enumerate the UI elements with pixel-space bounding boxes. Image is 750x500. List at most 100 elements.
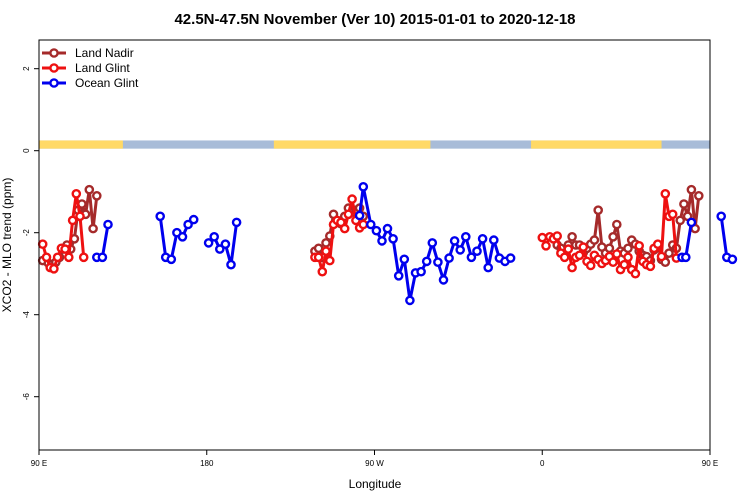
- land-glint-point: [37, 239, 48, 249]
- land-nadir-point: [92, 190, 102, 201]
- ocean-glint-point: [209, 231, 219, 242]
- land-nadir-point: [675, 215, 686, 226]
- land-glint-point: [608, 257, 618, 268]
- ocean-glint-point: [421, 256, 432, 267]
- land-glint-point: [49, 263, 59, 274]
- ocean-glint-line: [358, 185, 512, 302]
- land-nadir-point: [88, 223, 98, 234]
- legend-label: Land Glint: [75, 61, 130, 75]
- y-tick-label: -4: [22, 311, 31, 319]
- ocean-glint-point: [455, 245, 466, 255]
- ocean-glint-point: [388, 233, 398, 244]
- land-glint-point: [52, 252, 63, 263]
- ocean-glint-point: [354, 210, 365, 221]
- land-glint-point: [358, 219, 369, 230]
- ocean-glint-point: [488, 235, 499, 245]
- land-nadir-point: [608, 231, 618, 242]
- x-axis-label: Longitude: [349, 477, 402, 491]
- land-glint-point: [41, 252, 52, 263]
- legend-label: Land Nadir: [75, 46, 134, 60]
- legend-label: Ocean Glint: [75, 76, 139, 90]
- ocean-glint-point: [155, 211, 165, 222]
- series-layer: [37, 181, 738, 306]
- ocean-glint-point: [427, 238, 438, 248]
- ocean-glint-point: [382, 223, 393, 234]
- ocean-glint-point: [103, 219, 113, 230]
- legend-item-ocean-glint: Ocean Glint: [42, 76, 139, 90]
- ocean-glint-point: [177, 231, 188, 242]
- y-axis: 2 0 -2 -4 -6: [22, 66, 39, 400]
- ocean-glint-point: [377, 236, 387, 246]
- land-glint-point: [645, 261, 656, 272]
- ocean-glint-point: [460, 231, 471, 242]
- land-nadir-point: [664, 248, 674, 258]
- land-glint-point: [64, 252, 74, 263]
- land-glint-point: [541, 240, 551, 251]
- ocean-glint-point: [371, 225, 382, 236]
- land-band: [531, 140, 662, 149]
- ocean-glint-point: [166, 254, 177, 265]
- x-tick-label: 90 E: [31, 459, 47, 468]
- ocean-glint-point: [444, 253, 454, 263]
- land-glint-point: [653, 239, 663, 249]
- land-glint-point: [585, 260, 596, 271]
- land-glint-point: [630, 268, 641, 279]
- ocean-glint-point: [214, 244, 225, 254]
- ocean-glint-point: [477, 233, 488, 244]
- land-glint-point: [313, 252, 324, 263]
- land-glint-point: [321, 246, 331, 256]
- land-glint-point: [324, 255, 335, 266]
- chart-title: 42.5N-47.5N November (Ver 10) 2015-01-01…: [174, 11, 575, 28]
- land-ocean-strip: [39, 140, 710, 149]
- ocean-glint-point: [365, 219, 376, 230]
- ocean-glint-line: [96, 224, 110, 259]
- legend-item-land-nadir: Land Nadir: [42, 46, 134, 60]
- ocean-glint-point: [438, 275, 449, 285]
- land-nadir-point: [313, 243, 324, 254]
- ocean-glint-point: [220, 239, 231, 249]
- ocean-glint-point: [681, 252, 691, 263]
- land-glint-point: [347, 194, 357, 204]
- y-axis-label: XCO2 - MLO trend (ppm): [0, 178, 14, 313]
- ocean-glint-point: [393, 270, 404, 281]
- ocean-glint-point: [466, 252, 477, 263]
- series-ocean-glint: [92, 181, 738, 306]
- x-axis: 90 E 180 90 W 0 90 E: [31, 450, 718, 468]
- land-glint-point: [71, 188, 82, 199]
- legend-item-land-glint: Land Glint: [42, 61, 130, 75]
- ocean-glint-point: [188, 214, 199, 225]
- land-glint-point: [567, 262, 577, 273]
- ocean-glint-point: [231, 217, 242, 228]
- ocean-glint-point: [226, 259, 236, 270]
- land-glint-point: [67, 215, 78, 226]
- ocean-glint-point: [405, 295, 415, 306]
- land-band: [273, 140, 431, 149]
- land-nadir-point: [694, 190, 704, 201]
- ocean-glint-point: [716, 211, 727, 222]
- ocean-glint-point: [686, 217, 697, 228]
- ocean-glint-point: [449, 236, 460, 246]
- x-tick-label: 180: [200, 459, 214, 468]
- land-nadir-point: [686, 184, 697, 195]
- land-glint-point: [317, 266, 328, 277]
- ocean-glint-point: [727, 254, 738, 265]
- ocean-glint-point: [203, 238, 214, 248]
- land-glint-point: [623, 252, 633, 263]
- land-glint-point: [78, 252, 89, 263]
- land-glint-point: [656, 251, 667, 262]
- ocean-glint-point: [416, 266, 426, 277]
- ocean-glint-point: [433, 257, 443, 268]
- land-nadir-point: [593, 205, 604, 215]
- land-glint-point: [552, 231, 563, 241]
- land-glint-point: [537, 232, 548, 243]
- land-nadir-point: [612, 219, 622, 230]
- ocean-glint-point: [472, 246, 482, 256]
- y-tick-label: -6: [22, 393, 31, 401]
- land-glint-point: [343, 209, 354, 220]
- legend-swatch-marker: [49, 78, 59, 88]
- ocean-glint-point: [183, 219, 193, 230]
- land-glint-point: [667, 209, 678, 220]
- land-glint-point: [578, 242, 589, 252]
